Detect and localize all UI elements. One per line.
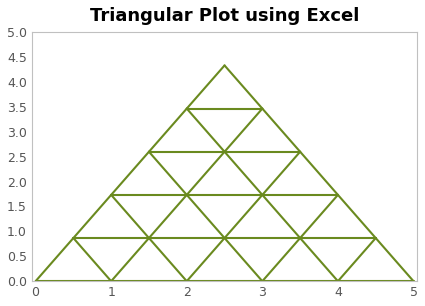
Title: Triangular Plot using Excel: Triangular Plot using Excel [90,7,359,25]
